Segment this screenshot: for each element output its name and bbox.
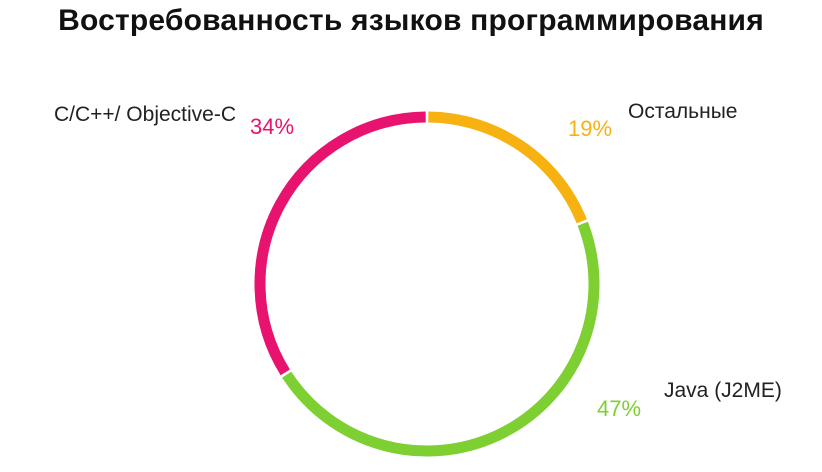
slice-value-label-1: 19% xyxy=(568,116,612,141)
chart-title: Востребованность языков программирования xyxy=(58,4,764,37)
slice-value-label-2: 47% xyxy=(597,396,641,421)
donut-slice-1 xyxy=(428,111,587,224)
donut-slice-2 xyxy=(282,221,600,457)
slice-category-label-1: Остальные xyxy=(628,100,737,123)
slice-value-label-3: 34% xyxy=(250,114,294,139)
slice-category-label-2: Java (J2ME) xyxy=(664,379,782,402)
slice-category-label-3: C/C++/ Objective-C xyxy=(54,103,236,126)
donut-slice-3 xyxy=(254,111,426,376)
